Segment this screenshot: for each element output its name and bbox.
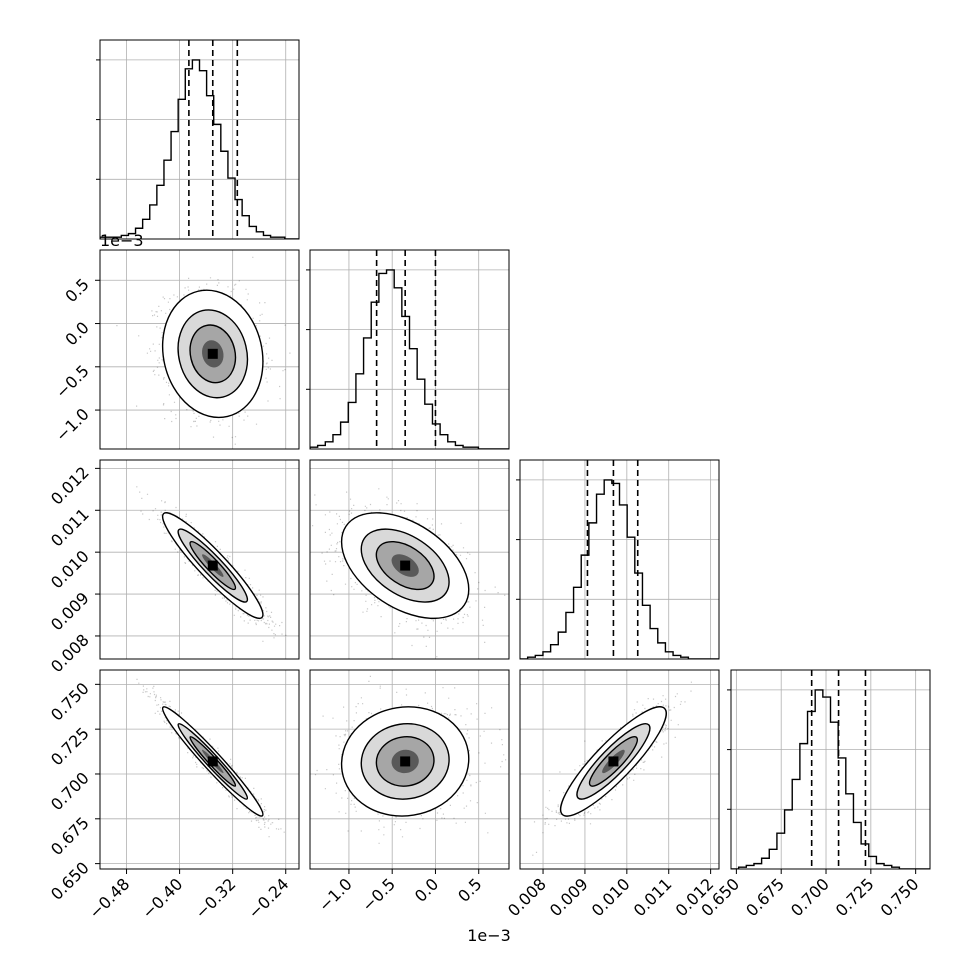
density-peak — [608, 756, 619, 767]
density-peak — [207, 348, 218, 359]
histogram-step-param1 — [310, 269, 509, 449]
density-panel-1-0 — [99, 249, 300, 450]
x-tick-label: 0.5 — [454, 874, 485, 905]
density-panel-3-0 — [99, 669, 300, 870]
x-tick-label: −0.40 — [138, 874, 186, 922]
panel-frame — [519, 459, 720, 660]
y-tick-label: 0.0 — [61, 318, 92, 349]
panel-frame — [309, 249, 510, 450]
panel-frame — [99, 459, 300, 660]
x-tick-label: −0.24 — [244, 874, 292, 922]
x-tick-label: 0.725 — [832, 874, 878, 920]
density-content — [314, 675, 507, 844]
panel-frame — [99, 669, 300, 870]
density-panel-2-0 — [99, 459, 300, 660]
density-panel-3-1 — [309, 669, 510, 870]
hist-panel-param1 — [306, 249, 510, 450]
x-tick-label: 0.009 — [546, 874, 592, 920]
panel-frame — [99, 249, 300, 450]
x-tick-label: 0.010 — [588, 874, 634, 920]
histogram-step-param2 — [520, 479, 719, 659]
y-offset-label: 1e−3 — [100, 231, 144, 250]
hist-panel-param3 — [727, 669, 931, 870]
x-tick-label: 0.675 — [742, 874, 788, 920]
x-tick-label: 0.750 — [877, 874, 923, 920]
x-offset-label: 1e−3 — [467, 926, 511, 945]
density-content — [136, 486, 287, 642]
x-tick-label: 0.008 — [504, 874, 550, 920]
panel-frame — [519, 669, 720, 870]
panel-frame — [730, 669, 931, 870]
density-content — [312, 488, 506, 658]
y-tick-label: 0.650 — [47, 858, 93, 904]
y-tick-label: −0.5 — [52, 361, 93, 402]
y-tick-label: 0.009 — [47, 588, 93, 634]
density-peak — [400, 756, 411, 767]
hist-panel-param0 — [96, 39, 300, 240]
y-tick-label: 0.750 — [47, 679, 93, 725]
x-tick-label: 0.011 — [630, 874, 676, 920]
y-tick-label: 0.012 — [47, 463, 93, 509]
y-tick-label: −1.0 — [52, 404, 93, 445]
x-tick-label: −1.0 — [315, 874, 356, 915]
x-tick-label: −0.32 — [191, 874, 239, 922]
x-tick-label: −0.48 — [85, 874, 133, 922]
histogram-step-param3 — [731, 689, 930, 869]
hist-panel-param2 — [516, 459, 720, 660]
density-peak — [207, 756, 218, 767]
x-tick-label: 0.700 — [787, 874, 833, 920]
y-tick-label: 0.700 — [47, 768, 93, 814]
density-peak — [400, 560, 411, 571]
y-tick-label: 0.5 — [61, 275, 92, 306]
x-tick-label: −0.5 — [358, 874, 399, 915]
y-tick-label: 0.010 — [47, 547, 93, 593]
panel-frame — [309, 669, 510, 870]
density-content — [116, 256, 291, 449]
density-panel-2-1 — [309, 459, 510, 660]
y-tick-label: 0.725 — [47, 724, 93, 770]
histogram-step-param0 — [100, 59, 299, 239]
density-peak — [207, 560, 218, 571]
y-tick-label: 0.675 — [47, 813, 93, 859]
density-content — [136, 678, 285, 838]
panel-frame — [309, 459, 510, 660]
density-content — [532, 681, 692, 856]
y-tick-label: 0.008 — [47, 630, 93, 676]
y-tick-label: 0.011 — [47, 505, 93, 551]
panel-frame — [99, 39, 300, 240]
density-panel-3-2 — [519, 669, 720, 870]
x-tick-label: 0.0 — [411, 874, 442, 905]
